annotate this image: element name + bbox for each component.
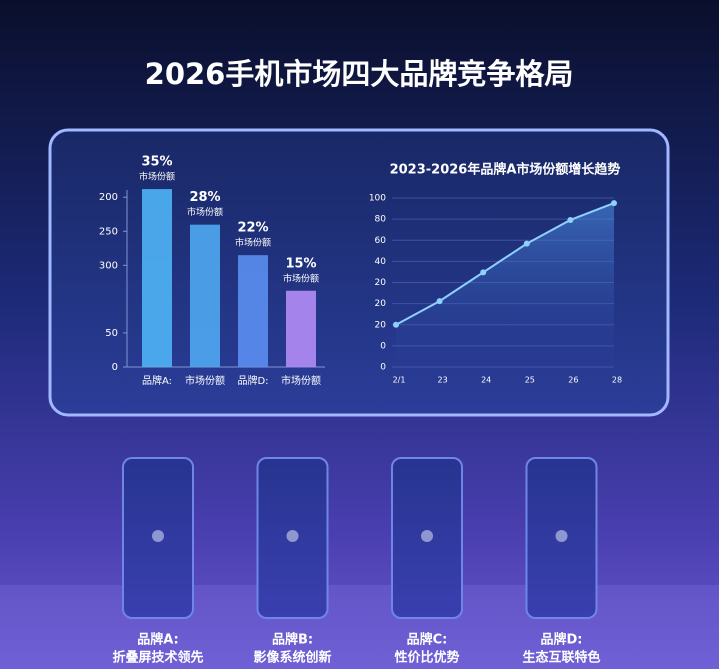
y-tick-label: 200 [99,192,118,203]
value-caption: 市场份额 [139,171,175,183]
x-tick-label: 市场份额 [281,374,321,387]
value-caption: 市场份额 [235,237,271,249]
phone-name: 品牌A: [137,632,179,648]
y-tick-label: 20 [375,278,387,288]
x-tick-label: 28 [612,376,622,385]
value-caption: 市场份额 [283,272,319,284]
x-tick-label: 25 [525,376,535,385]
bar [142,189,172,367]
bar [238,255,268,367]
y-tick-label: 0 [380,363,386,373]
value-label: 22% [237,221,268,236]
x-tick-label: 品牌A: [142,374,172,387]
bar [286,290,316,367]
value-label: 28% [189,190,220,205]
charts: 05030025020035%市场份额品牌A:28%市场份额市场份额22%市场份… [99,155,622,387]
y-tick-label: 250 [99,226,118,237]
value-label: 15% [285,256,316,271]
y-tick-label: 50 [105,328,118,339]
page-title: 2026手机市场四大品牌竞争格局 [145,57,574,91]
point [523,240,530,247]
y-tick-label: 40 [375,257,387,267]
x-tick-label: 24 [481,376,491,385]
point [436,298,443,305]
phone-name: 品牌D: [541,632,583,648]
phone-name: 品牌B: [272,632,313,648]
point [480,269,487,276]
phone-feature: 影像系统创新 [253,650,331,666]
x-tick-label: 品牌D: [237,374,268,387]
y-tick-label: 0 [380,341,386,351]
point [567,216,574,223]
point [611,200,617,207]
apple-logo [555,530,568,542]
y-tick-label: 20 [375,299,387,309]
y-tick-label: 100 [369,194,386,204]
y-tick-label: 80 [375,215,387,225]
point [393,321,399,328]
line [395,202,615,326]
apple-logo [421,530,433,542]
phone-feature: 生态互联特色 [522,650,600,666]
phone-name: 品牌C: [407,632,448,648]
value-caption: 市场份额 [187,206,223,218]
y-tick-label: 60 [375,236,387,246]
floor [0,585,719,669]
x-tick-label: 23 [438,376,448,385]
phones: 品牌A: 折叠屏技术领先 品牌B: 影像系统创新 品牌C: 性价比优势 品牌D: 生态互联特色 [112,457,601,666]
y-tick-label: 0 [112,362,118,373]
area-fill [396,203,614,367]
value-label: 35% [141,155,172,170]
chart-title: 2023-2026年品牌A市场份额增长趋势 [390,162,621,178]
phone-feature: 折叠屏技术领先 [112,650,203,666]
bar [190,224,220,367]
x-tick-label: 2/1 [393,376,406,385]
apple-logo [286,530,299,542]
apple-logo [152,530,164,542]
phone-feature: 性价比优势 [394,650,459,666]
x-tick-label: 市场份额 [185,374,225,387]
y-tick-label: 300 [99,260,118,271]
y-tick-label: 20 [375,320,387,330]
x-tick-label: 26 [568,376,578,385]
